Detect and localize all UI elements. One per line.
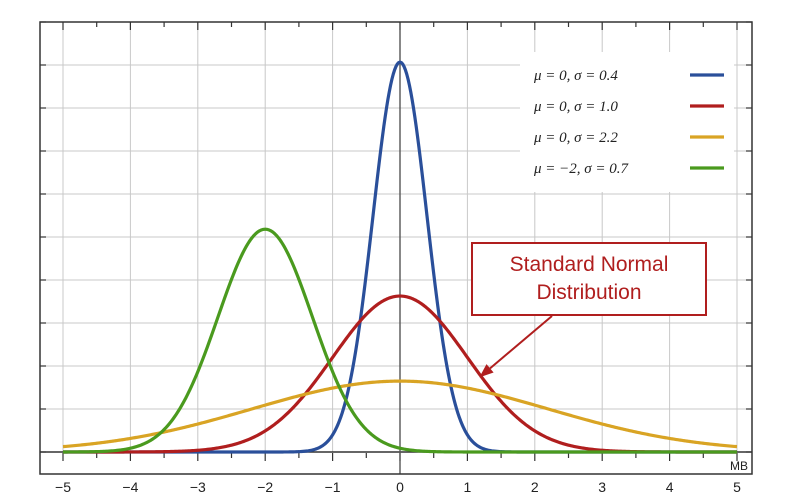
x-tick-label-1: −4 [122,479,138,495]
annotation-arrow [489,315,553,370]
x-tick-label-6: 1 [464,479,472,495]
annotation-line-2: Distribution [536,281,641,304]
legend-label-3: μ = −2, σ = 0.7 [533,161,630,177]
legend: μ = 0, σ = 0.4 μ = 0, σ = 1.0 μ = 0, σ = 2… [520,52,734,192]
legend-label-2: μ = 0, σ = 2.2 [533,130,618,146]
plot-frame [39,21,753,475]
annotation-line-1: Standard Normal [510,253,669,276]
series-curve-3 [62,227,738,454]
legend-label-0: μ = 0, σ = 0.4 [533,68,618,84]
x-unit-label: MB [730,459,748,473]
x-tick-label-7: 2 [531,479,539,495]
annotation-box [471,242,707,316]
x-tick-label-4: −1 [325,479,341,495]
x-tick-label-8: 3 [598,479,606,495]
x-tick-label-5: 0 [396,479,404,495]
annotation-standard-normal: Standard Normal Distribution [471,242,707,378]
series-curve-2 [62,379,738,449]
annotation-arrow-head [479,364,494,378]
x-tick-label-0: −5 [55,479,71,495]
x-tick-labels: −5 −4 −3 −2 −1 0 1 2 3 4 5 [55,479,741,495]
x-tick-label-2: −3 [190,479,206,495]
series-curves [62,60,738,454]
legend-label-1: μ = 0, σ = 1.0 [533,99,618,115]
x-tick-label-3: −2 [257,479,273,495]
x-tick-label-10: 5 [733,479,741,495]
x-tick-label-9: 4 [666,479,674,495]
